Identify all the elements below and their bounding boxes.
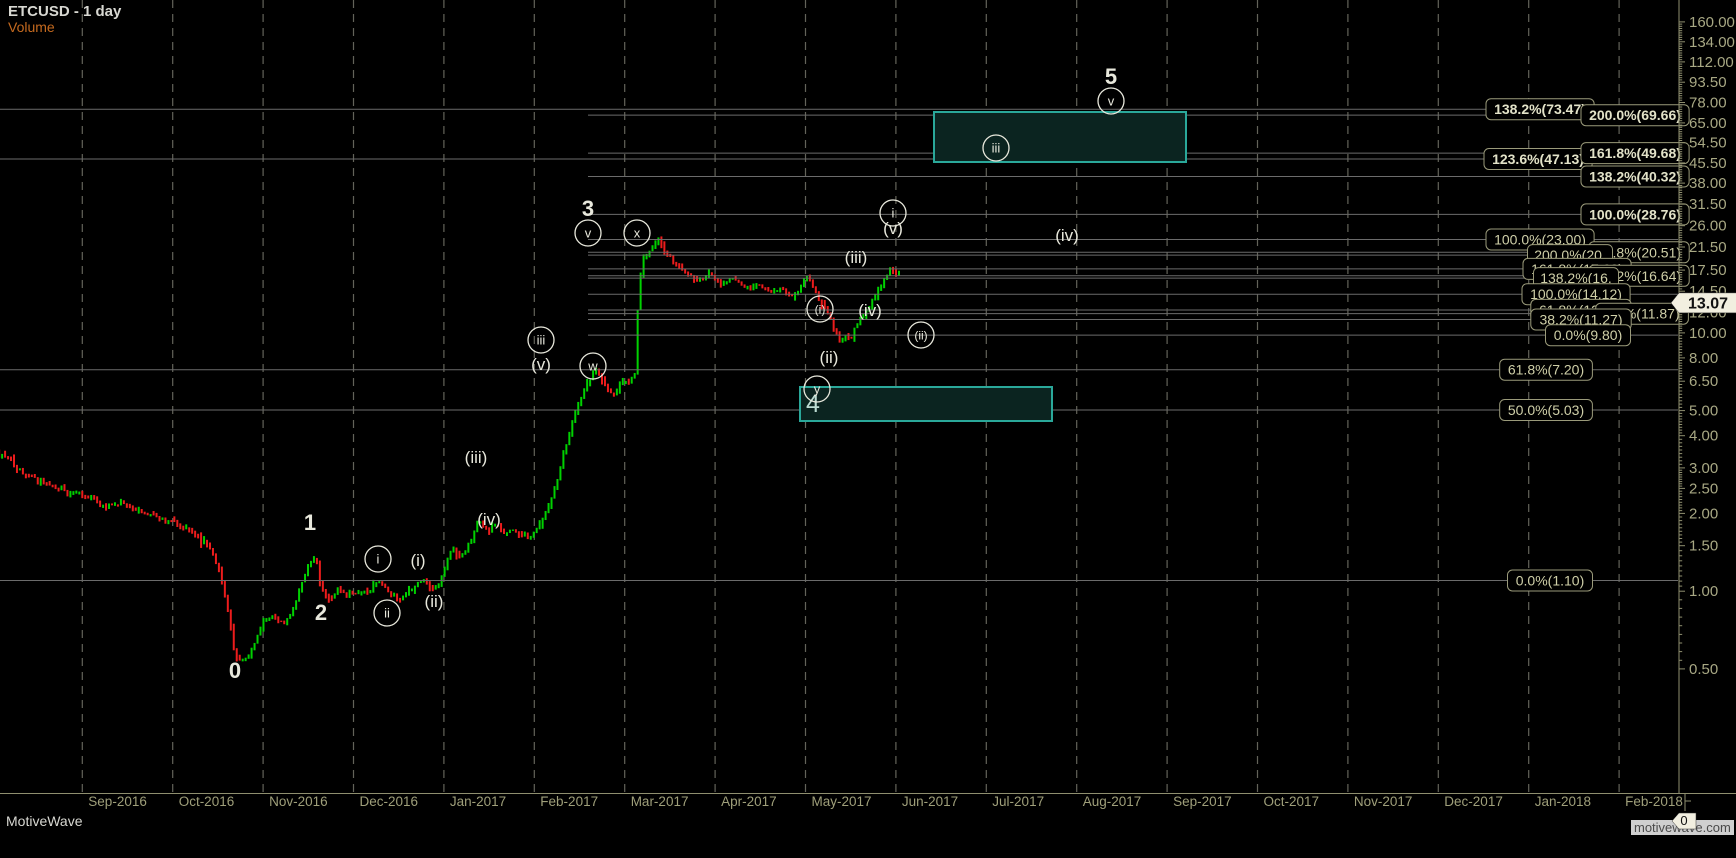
svg-text:i: i xyxy=(377,552,380,567)
svg-text:Jul-2017: Jul-2017 xyxy=(992,794,1044,809)
svg-text:0.50: 0.50 xyxy=(1689,661,1718,678)
svg-text:ETCUSD - 1 day: ETCUSD - 1 day xyxy=(8,3,122,20)
svg-text:y: y xyxy=(814,382,821,397)
svg-text:138.2%(40.32): 138.2%(40.32) xyxy=(1589,169,1681,185)
svg-text:13.07: 13.07 xyxy=(1688,295,1728,312)
svg-text:0: 0 xyxy=(229,658,241,683)
svg-text:2: 2 xyxy=(315,600,327,625)
svg-text:x: x xyxy=(634,226,641,241)
svg-text:93.50: 93.50 xyxy=(1689,74,1727,91)
svg-text:38.00: 38.00 xyxy=(1689,175,1727,192)
svg-text:1.00: 1.00 xyxy=(1689,583,1718,600)
svg-text:v: v xyxy=(585,226,592,241)
svg-text:MotiveWave: MotiveWave xyxy=(6,813,83,829)
svg-text:(v): (v) xyxy=(883,219,903,238)
svg-text:(iii): (iii) xyxy=(465,448,488,467)
svg-text:0: 0 xyxy=(1680,813,1687,828)
svg-text:May-2017: May-2017 xyxy=(812,794,872,809)
svg-text:112.00: 112.00 xyxy=(1689,54,1734,71)
svg-text:8.00: 8.00 xyxy=(1689,350,1718,367)
svg-text:3.00: 3.00 xyxy=(1689,460,1718,477)
svg-text:5: 5 xyxy=(1105,64,1117,89)
svg-text:78.00: 78.00 xyxy=(1689,95,1727,112)
svg-text:(ii): (ii) xyxy=(914,329,927,343)
svg-text:1.50: 1.50 xyxy=(1689,538,1718,555)
svg-text:Aug-2017: Aug-2017 xyxy=(1083,794,1142,809)
svg-text:Feb-2017: Feb-2017 xyxy=(540,794,598,809)
svg-text:3: 3 xyxy=(582,196,594,221)
svg-text:(iv): (iv) xyxy=(858,301,882,320)
svg-text:Jun-2017: Jun-2017 xyxy=(902,794,958,809)
svg-text:65.00: 65.00 xyxy=(1689,115,1727,132)
svg-text:1: 1 xyxy=(304,510,316,535)
svg-text:161.8%(49.68): 161.8%(49.68) xyxy=(1589,145,1681,161)
svg-text:31.50: 31.50 xyxy=(1689,196,1727,213)
svg-text:(iv): (iv) xyxy=(1055,226,1079,245)
svg-text:Apr-2017: Apr-2017 xyxy=(721,794,777,809)
svg-text:w: w xyxy=(587,359,598,374)
svg-text:Sep-2016: Sep-2016 xyxy=(88,794,147,809)
svg-text:Oct-2016: Oct-2016 xyxy=(179,794,235,809)
svg-text:2.00: 2.00 xyxy=(1689,505,1718,522)
svg-text:50.0%(5.03): 50.0%(5.03) xyxy=(1508,402,1584,418)
svg-text:(v): (v) xyxy=(531,355,551,374)
svg-text:200.0%(69.66): 200.0%(69.66) xyxy=(1589,107,1681,123)
svg-text:5.00: 5.00 xyxy=(1689,403,1718,420)
svg-text:61.8%(7.20): 61.8%(7.20) xyxy=(1508,362,1584,378)
svg-text:iii: iii xyxy=(992,141,1001,156)
svg-text:100.0%(28.76): 100.0%(28.76) xyxy=(1589,206,1681,222)
svg-text:54.50: 54.50 xyxy=(1689,135,1727,152)
svg-text:v: v xyxy=(1108,94,1115,109)
svg-text:2.50: 2.50 xyxy=(1689,480,1718,497)
svg-text:6.50: 6.50 xyxy=(1689,373,1718,390)
svg-text:134.00: 134.00 xyxy=(1689,34,1735,51)
svg-text:(ii): (ii) xyxy=(425,592,444,611)
svg-text:21.50: 21.50 xyxy=(1689,239,1727,256)
svg-text:0.0%(9.80): 0.0%(9.80) xyxy=(1554,327,1622,343)
svg-text:17.50: 17.50 xyxy=(1689,262,1727,279)
svg-text:Volume: Volume xyxy=(8,19,55,35)
svg-text:ii: ii xyxy=(384,606,390,621)
svg-text:Sep-2017: Sep-2017 xyxy=(1173,794,1232,809)
svg-text:(i): (i) xyxy=(410,551,425,570)
svg-text:0.0%(1.10): 0.0%(1.10) xyxy=(1516,573,1584,589)
svg-text:10.00: 10.00 xyxy=(1689,325,1727,342)
svg-text:iii: iii xyxy=(537,333,546,348)
svg-text:138.2%(73.47): 138.2%(73.47) xyxy=(1494,101,1586,117)
svg-text:(iv): (iv) xyxy=(477,510,501,529)
svg-text:Dec-2017: Dec-2017 xyxy=(1444,794,1503,809)
svg-text:(ii): (ii) xyxy=(820,348,839,367)
svg-text:(i): (i) xyxy=(815,303,826,317)
svg-text:Oct-2017: Oct-2017 xyxy=(1264,794,1320,809)
svg-text:4.00: 4.00 xyxy=(1689,428,1718,445)
svg-text:Mar-2017: Mar-2017 xyxy=(631,794,689,809)
svg-text:123.6%(47.13): 123.6%(47.13) xyxy=(1492,151,1584,167)
svg-text:Nov-2016: Nov-2016 xyxy=(269,794,328,809)
svg-text:Nov-2017: Nov-2017 xyxy=(1354,794,1413,809)
svg-text:45.50: 45.50 xyxy=(1689,155,1727,172)
svg-text:(iii): (iii) xyxy=(845,248,868,267)
svg-text:Feb-2018: Feb-2018 xyxy=(1625,794,1683,809)
svg-text:26.00: 26.00 xyxy=(1689,218,1727,235)
svg-text:Dec-2016: Dec-2016 xyxy=(360,794,419,809)
svg-text:Jan-2017: Jan-2017 xyxy=(450,794,506,809)
svg-text:160.00: 160.00 xyxy=(1689,14,1735,31)
svg-text:Jan-2018: Jan-2018 xyxy=(1535,794,1591,809)
